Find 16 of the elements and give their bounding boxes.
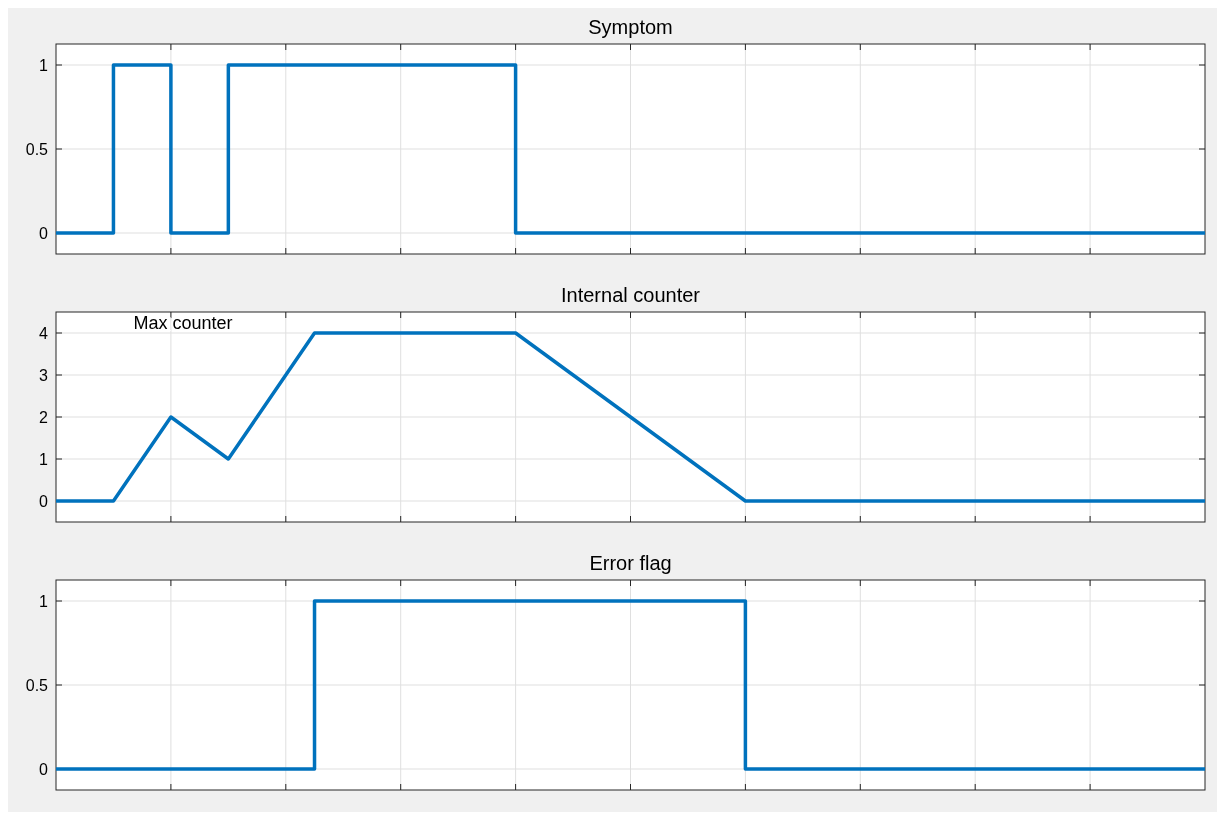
y-tick-label: 0.5 — [25, 676, 49, 694]
y-tick-label: 4 — [39, 324, 49, 342]
y-tick-label: 0.5 — [25, 140, 49, 158]
line-series — [54, 331, 1207, 503]
y-tick-label: 0 — [39, 492, 49, 510]
y-tick-label: 2 — [39, 408, 49, 426]
y-tick-label: 1 — [39, 450, 49, 468]
y-tick-label: 1 — [39, 592, 49, 610]
annotation: Max counter — [133, 312, 233, 333]
chart-title: Symptom — [588, 16, 673, 38]
chart-title: Error flag — [589, 552, 672, 574]
y-tick-label: 3 — [39, 366, 49, 384]
y-tick-label: 0 — [39, 760, 49, 778]
y-tick-label: 0 — [39, 224, 49, 242]
y-tick-label: 1 — [39, 56, 49, 74]
chart-title: Internal counter — [561, 284, 701, 306]
